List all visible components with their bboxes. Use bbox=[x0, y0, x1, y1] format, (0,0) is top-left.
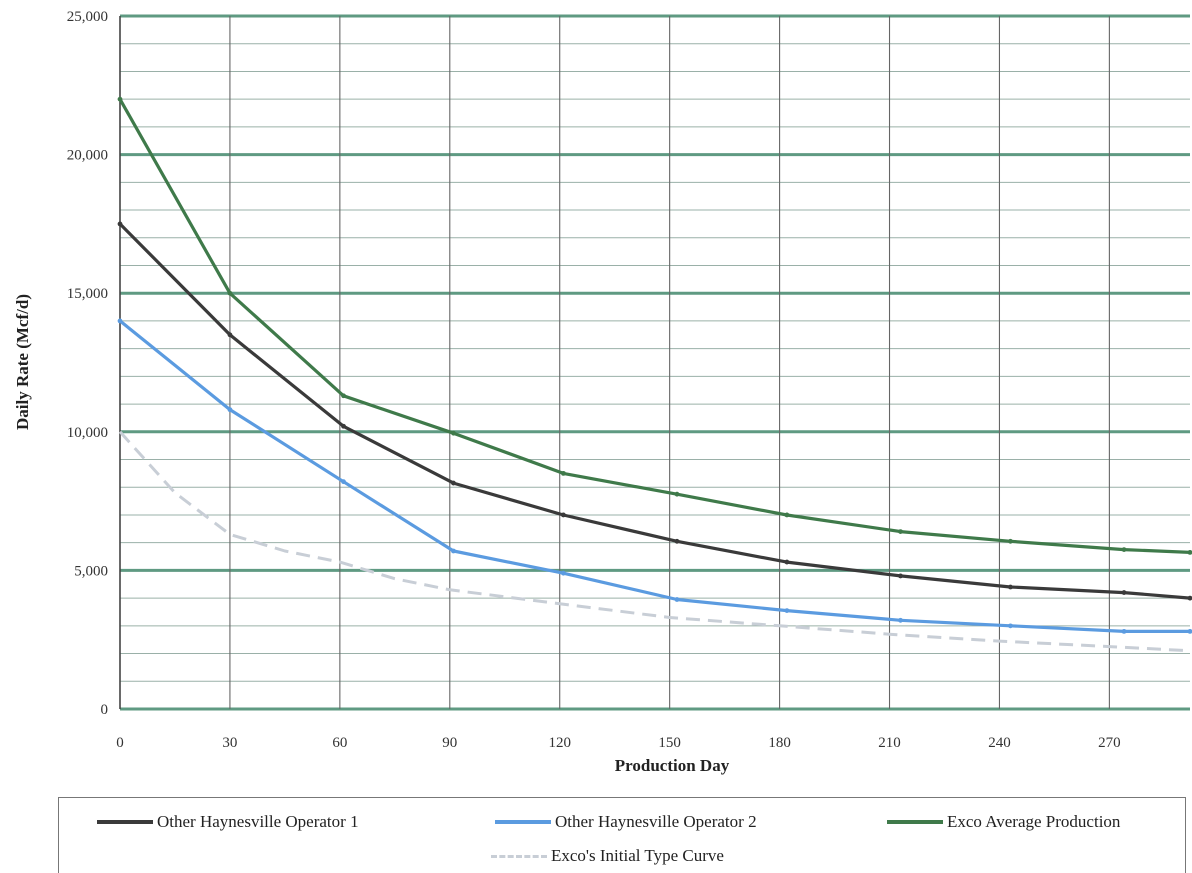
data-point bbox=[784, 559, 790, 565]
y-tick-labels: 0 5,000 10,000 15,000 20,000 25,000 bbox=[67, 9, 108, 718]
data-point bbox=[674, 597, 680, 602]
y-tick-label: 10,000 bbox=[67, 425, 108, 441]
data-point bbox=[1008, 623, 1013, 629]
chart-svg: 0 30 60 90 120 150 180 210 240 270 0 5,000 10,000 15… bbox=[13, 9, 1192, 775]
data-point bbox=[1121, 547, 1127, 553]
data-point bbox=[451, 430, 456, 436]
data-point bbox=[898, 573, 903, 579]
y-tick-label: 15,000 bbox=[67, 286, 108, 302]
data-point bbox=[227, 407, 233, 413]
x-tick-label: 270 bbox=[1098, 735, 1121, 751]
y-tick-label: 20,000 bbox=[67, 148, 108, 164]
legend: Other Haynesville Operator 1 Other Hayne… bbox=[58, 797, 1186, 873]
data-point bbox=[227, 332, 233, 338]
x-tick-label: 120 bbox=[548, 735, 571, 751]
data-point bbox=[341, 423, 346, 429]
legend-label: Exco's Initial Type Curve bbox=[551, 846, 724, 865]
x-tick-label: 180 bbox=[768, 735, 791, 751]
legend-label: Other Haynesville Operator 1 bbox=[157, 812, 359, 831]
legend-swatch bbox=[97, 820, 153, 824]
y-tick-label: 25,000 bbox=[67, 9, 108, 25]
x-tick-label: 150 bbox=[658, 735, 681, 751]
legend-label: Exco Average Production bbox=[947, 812, 1121, 831]
series-line bbox=[118, 98, 1191, 554]
data-point bbox=[227, 290, 233, 296]
series-lines bbox=[117, 96, 1192, 653]
x-tick-label: 0 bbox=[116, 735, 124, 751]
data-point bbox=[1008, 538, 1013, 544]
x-tick-label: 240 bbox=[988, 735, 1011, 751]
data-point bbox=[1121, 590, 1127, 595]
data-point bbox=[674, 538, 680, 544]
data-point bbox=[1187, 549, 1192, 555]
data-point bbox=[451, 480, 456, 486]
data-point bbox=[898, 617, 903, 623]
data-point bbox=[1121, 628, 1127, 634]
legend-item: Exco Average Production bbox=[887, 812, 1120, 832]
data-point bbox=[898, 529, 903, 534]
data-point bbox=[784, 608, 790, 613]
legend-label: Other Haynesville Operator 2 bbox=[555, 812, 757, 831]
data-point bbox=[117, 318, 123, 324]
data-point bbox=[117, 221, 123, 227]
legend-item: Exco's Initial Type Curve bbox=[491, 846, 724, 866]
x-tick-labels: 0 30 60 90 120 150 180 210 240 270 bbox=[116, 735, 1120, 751]
legend-swatch bbox=[495, 820, 551, 824]
x-axis-title: Production Day bbox=[615, 756, 730, 775]
y-axis-title: Daily Rate (Mcf/d) bbox=[13, 294, 32, 430]
data-point bbox=[560, 512, 566, 518]
data-point bbox=[674, 491, 680, 497]
data-point bbox=[1008, 584, 1013, 590]
data-point bbox=[560, 470, 566, 476]
data-point bbox=[341, 479, 346, 485]
series-line bbox=[118, 319, 1190, 634]
data-point bbox=[1187, 595, 1192, 601]
x-tick-label: 60 bbox=[332, 735, 347, 751]
legend-swatch bbox=[887, 820, 943, 824]
y-tick-label: 0 bbox=[101, 702, 109, 718]
series-line bbox=[118, 430, 1191, 653]
y-tick-label: 5,000 bbox=[74, 563, 108, 579]
data-point bbox=[1187, 628, 1192, 634]
grid bbox=[119, 14, 1190, 711]
data-point bbox=[341, 393, 346, 399]
data-point bbox=[117, 96, 123, 102]
x-tick-label: 90 bbox=[442, 735, 457, 751]
data-point bbox=[560, 570, 566, 576]
x-tick-label: 30 bbox=[222, 735, 237, 751]
data-point bbox=[784, 512, 790, 518]
legend-item: Other Haynesville Operator 2 bbox=[495, 812, 757, 832]
legend-swatch bbox=[491, 854, 547, 858]
data-point bbox=[451, 548, 456, 554]
legend-item: Other Haynesville Operator 1 bbox=[97, 812, 359, 832]
x-tick-label: 210 bbox=[878, 735, 901, 751]
